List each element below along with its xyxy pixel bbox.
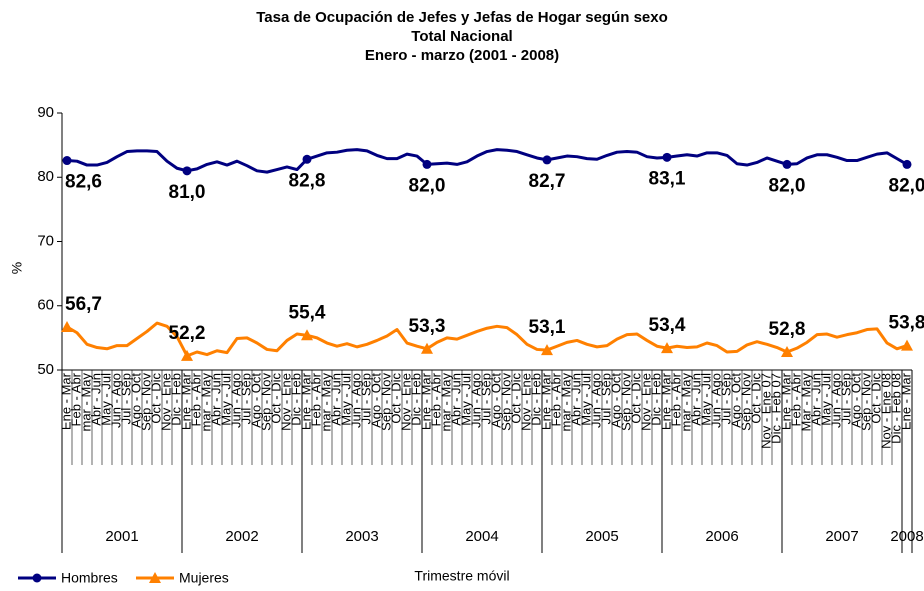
x-group-label: 2002 <box>225 528 258 545</box>
series-line <box>66 321 908 358</box>
point-marker <box>301 329 313 341</box>
x-tick-label: Ene - Mar <box>898 372 913 430</box>
data-label: 55,4 <box>289 302 326 323</box>
point-marker <box>541 344 553 356</box>
point-marker <box>661 342 673 354</box>
data-label: 82,7 <box>529 171 566 192</box>
chart-title: Tasa de Ocupación de Jefes y Jefas de Ho… <box>256 9 668 26</box>
legend-label: Mujeres <box>179 570 229 586</box>
data-label: 56,7 <box>65 294 102 315</box>
chart-title: Enero - marzo (2001 - 2008) <box>365 47 559 64</box>
y-tick-label: 90 <box>37 104 54 121</box>
data-label: 82,6 <box>65 172 102 193</box>
y-tick-label: 70 <box>37 232 54 249</box>
point-marker <box>61 320 73 332</box>
series-line <box>66 148 908 174</box>
x-group-label: 2001 <box>105 528 138 545</box>
data-label: 82,0 <box>769 175 806 196</box>
x-group-label: 2005 <box>585 528 618 545</box>
point-marker <box>662 152 672 162</box>
y-tick-label: 50 <box>37 361 54 378</box>
point-marker <box>302 154 312 164</box>
point-marker <box>421 342 433 354</box>
data-label: 82,8 <box>289 170 326 191</box>
point-marker <box>62 156 72 166</box>
data-label: 52,2 <box>169 323 206 344</box>
point-marker <box>542 155 552 165</box>
data-label: 52,8 <box>769 319 806 340</box>
data-label: 82,0 <box>409 175 446 196</box>
data-label: 53,3 <box>409 316 446 337</box>
y-tick-label: 80 <box>37 168 54 185</box>
point-marker <box>901 339 913 351</box>
x-group-label: 2006 <box>705 528 738 545</box>
point-marker <box>902 159 912 169</box>
data-label: 53,8 <box>889 313 924 334</box>
x-group-label: 2008 <box>890 528 923 545</box>
data-label: 83,1 <box>649 168 686 189</box>
x-group-label: 2003 <box>345 528 378 545</box>
data-label: 53,1 <box>529 317 566 338</box>
point-marker <box>32 573 42 583</box>
point-marker <box>181 349 193 361</box>
legend-label: Hombres <box>61 570 118 586</box>
point-marker <box>149 572 161 583</box>
y-tick-label: 60 <box>37 297 54 314</box>
x-axis-label: Trimestre móvil <box>414 568 509 584</box>
point-marker <box>182 166 192 176</box>
point-marker <box>781 346 793 358</box>
data-label: 81,0 <box>169 182 206 203</box>
data-label: 82,0 <box>889 175 924 196</box>
point-marker <box>782 159 792 169</box>
data-label: 53,4 <box>649 315 686 336</box>
x-group-label: 2004 <box>465 528 498 545</box>
x-group-label: 2007 <box>825 528 858 545</box>
point-marker <box>422 159 432 169</box>
y-axis-label: % <box>9 262 25 274</box>
chart-title: Total Nacional <box>411 28 512 45</box>
